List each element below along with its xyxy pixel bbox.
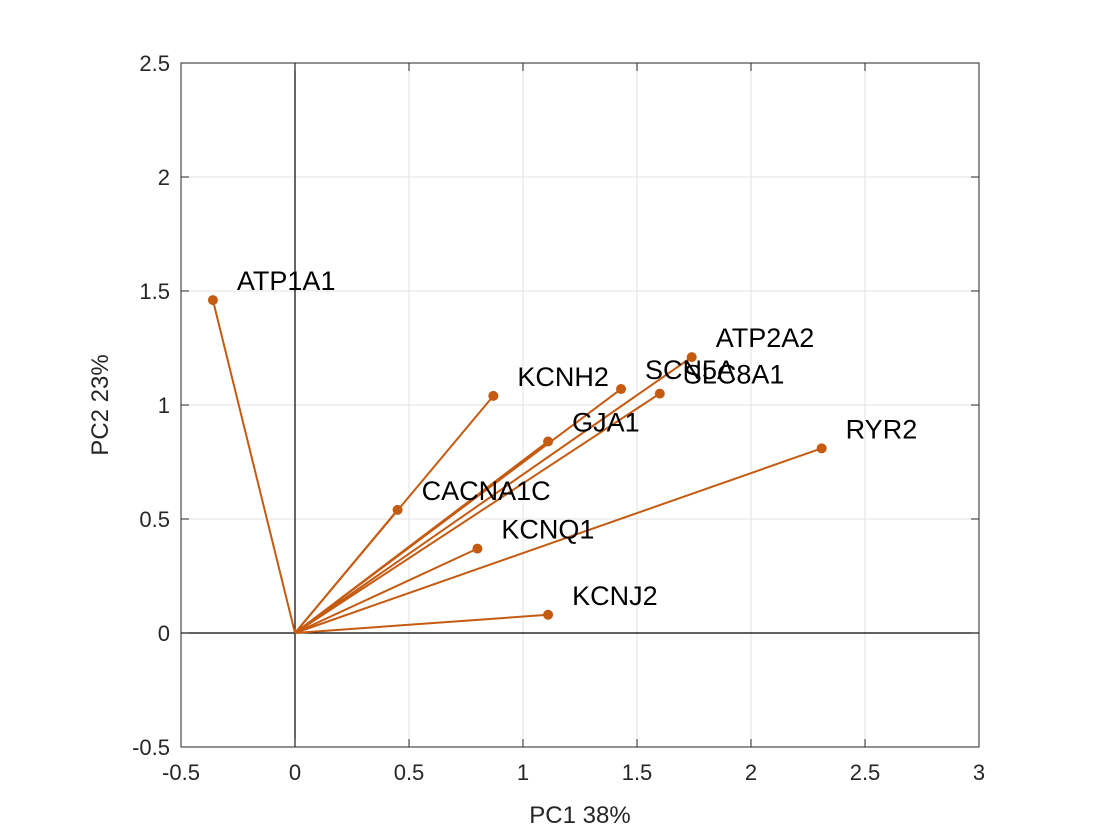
label-scn5a: SCN5A [645, 355, 735, 385]
y-tick-label: 2 [158, 165, 170, 190]
point-slc8a1 [654, 388, 665, 399]
label-ryr2: RYR2 [846, 414, 918, 444]
x-tick-label: 0 [289, 760, 301, 785]
loading-points [207, 295, 827, 620]
point-kcnj2 [543, 609, 554, 620]
label-gja1: GJA1 [572, 407, 640, 437]
vector-cacna1c [294, 509, 399, 634]
vector-kcnj2 [294, 613, 549, 634]
x-tick-label: 2 [745, 760, 757, 785]
label-kcnh2: KCNH2 [517, 362, 609, 392]
vector-atp1a1 [211, 299, 296, 634]
x-tick-label: 1 [517, 760, 529, 785]
x-tick-label: 2.5 [850, 760, 881, 785]
point-atp2a2 [686, 352, 697, 363]
x-tick-labels: -0.5 0 0.5 1 1.5 2 2.5 3 [162, 760, 985, 785]
x-tick-label: 1.5 [622, 760, 653, 785]
point-gja1 [543, 436, 554, 447]
y-tick-label: 2.5 [139, 51, 170, 76]
label-atp2a2: ATP2A2 [716, 323, 815, 353]
y-tick-label: -0.5 [132, 735, 170, 760]
label-cacna1c: CACNA1C [422, 476, 551, 506]
point-cacna1c [392, 504, 403, 515]
y-tick-labels: -0.5 0 0.5 1 1.5 2 2.5 [132, 51, 170, 760]
point-kcnq1 [472, 543, 483, 554]
x-tick-label: -0.5 [162, 760, 200, 785]
vector-gja1 [294, 440, 549, 634]
y-tick-label: 0.5 [139, 507, 170, 532]
label-slc8a1: SLC8A1 [684, 360, 785, 390]
y-tick-label: 0 [158, 621, 170, 646]
loading-vectors [211, 299, 823, 634]
point-kcnh2 [488, 390, 499, 401]
point-scn5a [616, 384, 627, 395]
label-atp1a1: ATP1A1 [237, 266, 336, 296]
y-tick-label: 1.5 [139, 279, 170, 304]
y-axis-label: PC2 23% [87, 354, 114, 455]
x-tick-label: 0.5 [394, 760, 425, 785]
x-axis-label: PC1 38% [529, 802, 630, 829]
vector-kcnq1 [294, 547, 478, 634]
vector-atp2a2 [294, 356, 693, 634]
vector-ryr2 [294, 447, 823, 634]
label-kcnq1: KCNQ1 [501, 515, 594, 545]
y-tick-label: 1 [158, 393, 170, 418]
label-kcnj2: KCNJ2 [572, 581, 658, 611]
point-atp1a1 [207, 295, 218, 306]
tick-marks [180, 62, 980, 748]
point-ryr2 [816, 443, 827, 454]
vector-slc8a1 [294, 392, 661, 634]
x-tick-label: 3 [973, 760, 985, 785]
